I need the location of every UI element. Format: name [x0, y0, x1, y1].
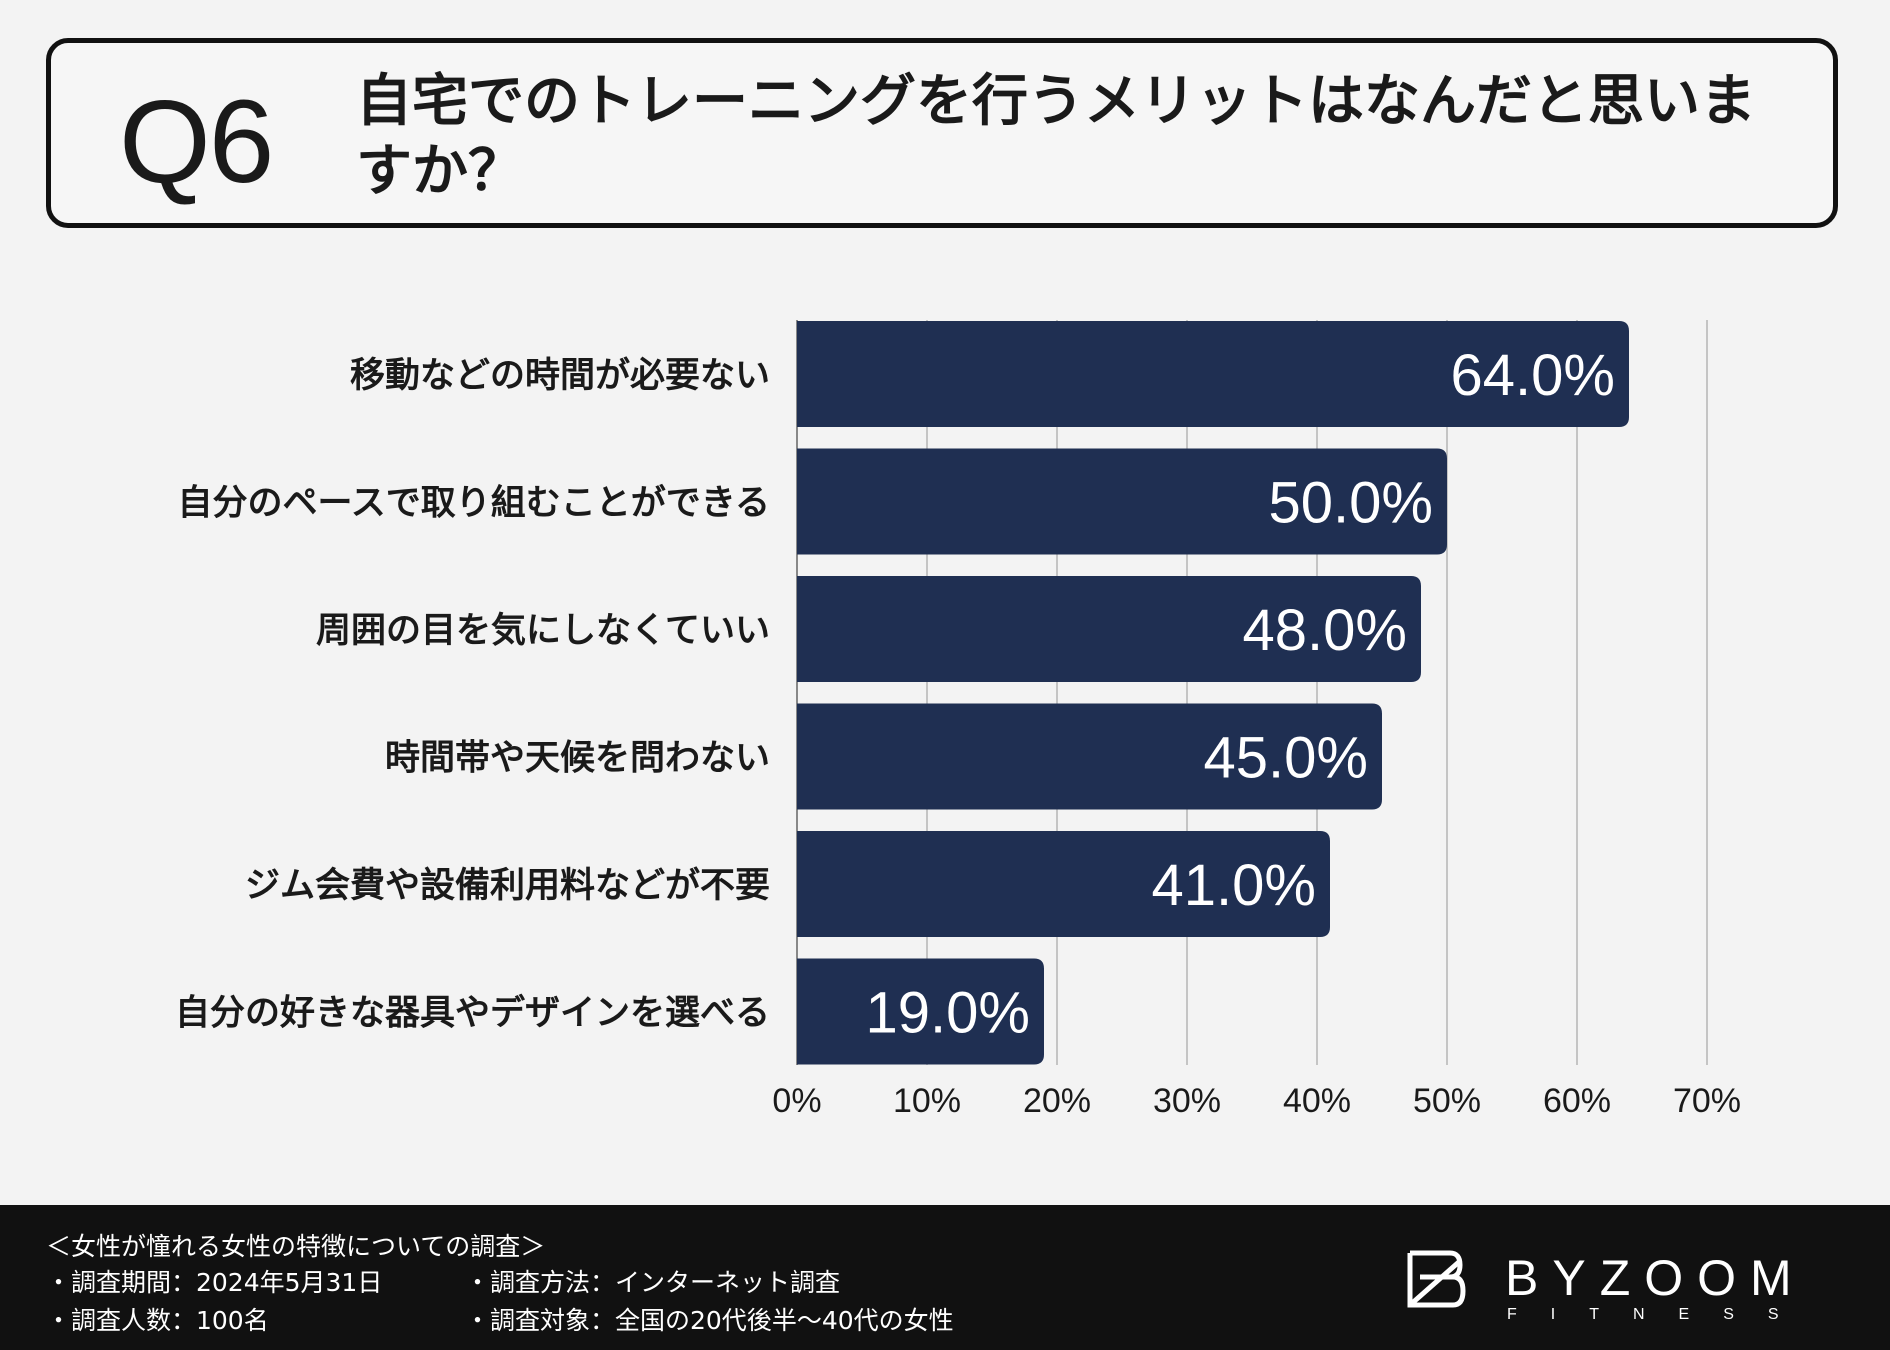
- bar-chart: 64.0% 移動などの時間が必要ない 50.0% 自分のペースで取り組むことができる 4…: [175, 320, 1741, 1120]
- survey-period: ・調査期間：2024年5月31日: [46, 1268, 383, 1297]
- byzoom-logo: BYZOOM FITNESS: [1407, 1250, 1813, 1323]
- category-label: 移動などの時間が必要ない: [350, 356, 770, 396]
- logo-sub-text: FITNESS: [1507, 1306, 1813, 1323]
- bar-value-label: 48.0%: [1243, 598, 1407, 663]
- category-label: 自分の好きな器具やデザインを選べる: [175, 993, 770, 1034]
- x-tick-label: 40%: [1283, 1082, 1351, 1120]
- bar-value-label: 45.0%: [1204, 726, 1368, 791]
- survey-method: ・調査方法：インターネット調査: [465, 1268, 841, 1297]
- bar-value-label: 64.0%: [1451, 343, 1615, 408]
- category-label: 周囲の目を気にしなくていい: [316, 611, 770, 651]
- x-tick-label: 30%: [1153, 1082, 1221, 1120]
- footer: ＜女性が憧れる女性の特徴についての調査＞ ・調査期間：2024年5月31日 ・調…: [0, 1205, 1890, 1350]
- x-tick-label: 60%: [1543, 1082, 1611, 1120]
- question-number: Q6: [119, 76, 274, 208]
- survey-title: ＜女性が憧れる女性の特徴についての調査＞: [46, 1232, 546, 1261]
- x-tick-label: 50%: [1413, 1082, 1481, 1120]
- x-tick-label: 0%: [772, 1082, 821, 1120]
- bar: [797, 321, 1629, 427]
- question-text: 自宅でのトレーニングを行うメリットはなんだと思いますか？: [356, 69, 1756, 204]
- bar: [797, 703, 1382, 810]
- bar-value-label: 19.0%: [866, 981, 1030, 1046]
- logo-main-text: BYZOOM: [1505, 1250, 1806, 1306]
- x-tick-label: 20%: [1023, 1082, 1091, 1120]
- bar-value-label: 41.0%: [1152, 853, 1316, 918]
- logo-mark-icon: [1407, 1250, 1466, 1308]
- survey-target: ・調査対象：全国の20代後半〜40代の女性: [465, 1306, 954, 1335]
- bar: [797, 958, 1044, 1065]
- question-header: Q6 自宅でのトレーニングを行うメリットはなんだと思いますか？: [46, 38, 1838, 228]
- bar: [797, 576, 1421, 682]
- x-tick-label: 70%: [1673, 1082, 1741, 1120]
- category-label: 自分のペースで取り組むことができる: [177, 484, 770, 524]
- category-label: ジム会費や設備利用料などが不要: [245, 866, 770, 906]
- category-label: 時間帯や天候を問わない: [385, 739, 770, 779]
- survey-count: ・調査人数：100名: [46, 1306, 269, 1335]
- bar: [797, 448, 1447, 555]
- bar-value-label: 50.0%: [1269, 471, 1433, 536]
- bar: [797, 831, 1330, 937]
- x-tick-label: 10%: [893, 1082, 961, 1120]
